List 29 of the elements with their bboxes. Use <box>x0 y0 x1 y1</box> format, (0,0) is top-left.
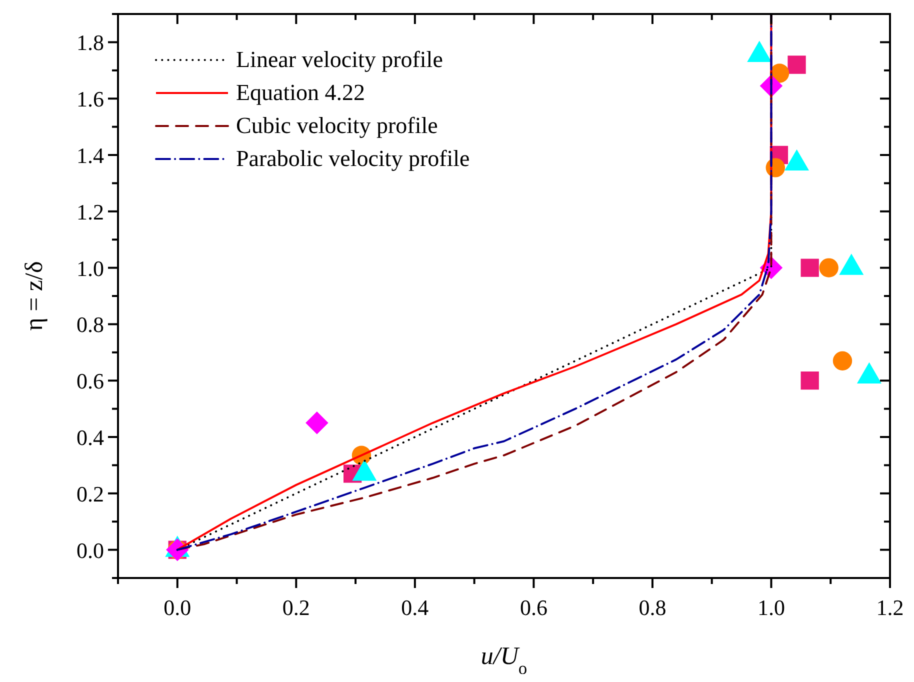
y-tick-label: 1.6 <box>76 86 104 112</box>
y-tick-label: 0.2 <box>76 481 104 506</box>
point <box>800 258 819 277</box>
point <box>832 351 852 370</box>
x-tick-label: 0.0 <box>164 595 192 620</box>
x-tick-label: 0.6 <box>520 595 548 620</box>
x-tick-label: 0.2 <box>282 595 310 620</box>
legend-label: Equation 4.22 <box>236 80 366 105</box>
x-tick-label: 1.0 <box>757 595 785 620</box>
point <box>819 258 838 278</box>
point <box>788 56 806 74</box>
y-axis-title: η = z/δ <box>21 261 48 331</box>
y-tick-label: 1.8 <box>76 30 104 56</box>
legend-label: Parabolic velocity profile <box>236 146 470 171</box>
y-tick-label: 1.0 <box>76 256 104 281</box>
point <box>306 412 328 434</box>
y-tick-label: 0.0 <box>76 538 104 563</box>
point <box>800 372 819 390</box>
legend-label: Linear velocity profile <box>236 47 443 72</box>
y-tick-label: 0.6 <box>76 368 104 394</box>
y-tick-label: 0.4 <box>76 425 104 450</box>
y-tick-label: 0.8 <box>76 312 104 338</box>
y-tick-label: 1.2 <box>76 199 104 224</box>
x-axis-title: u/U$_{o}$ <box>480 643 528 678</box>
x-tick-label: 0.4 <box>401 595 429 620</box>
y-tick-label: 1.4 <box>76 143 104 168</box>
legend-label: Cubic velocity profile <box>236 113 438 138</box>
x-tick-label: 1.2 <box>876 595 904 620</box>
x-tick-label: 0.8 <box>638 595 666 620</box>
